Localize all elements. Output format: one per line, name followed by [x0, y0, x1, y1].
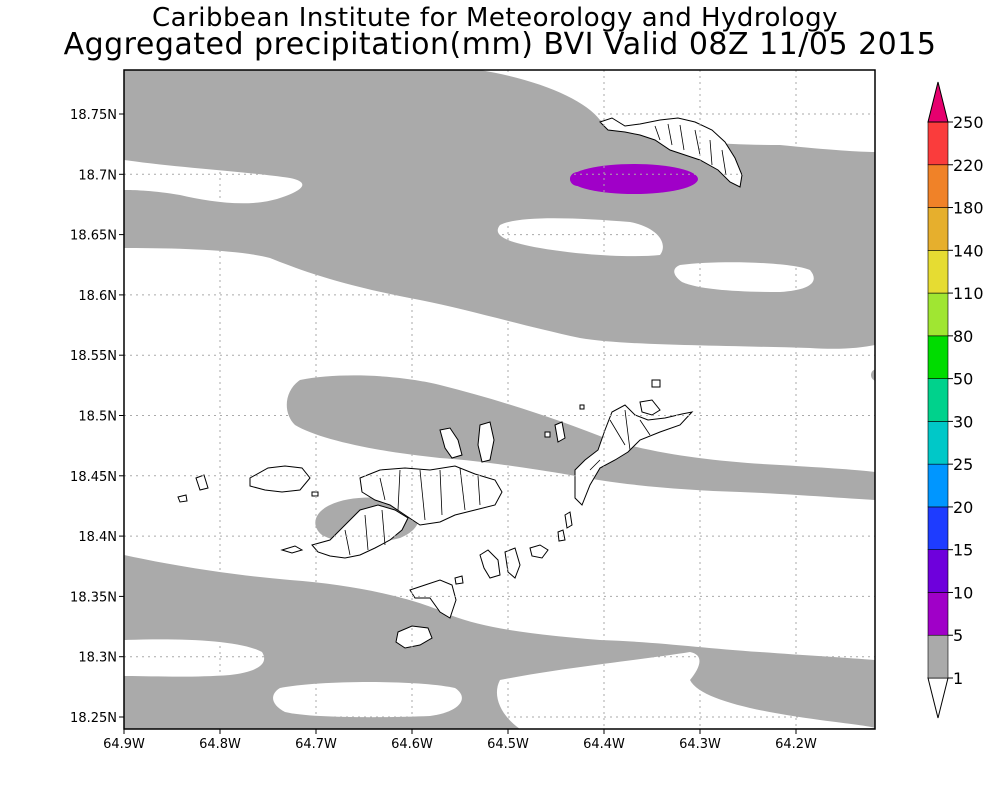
colorbar-max-triangle	[927, 81, 949, 123]
lat-tick-label: 18.55N	[70, 349, 117, 364]
colorbar-label: 220	[953, 156, 984, 175]
lon-tick-label: 64.2W	[775, 737, 817, 752]
colorbar-swatch	[927, 292, 949, 337]
map-subtitle: Aggregated precipitation(mm) BVI Valid 0…	[63, 27, 937, 62]
colorbar-swatch	[927, 121, 949, 166]
lat-tick-label: 18.25N	[70, 711, 117, 726]
lat-tick-label: 18.4N	[78, 530, 117, 545]
lat-tick-label: 18.35N	[70, 590, 117, 605]
colorbar-swatch	[927, 634, 949, 679]
colorbar-label: 250	[953, 113, 984, 132]
longitude-axis: 64.9W 64.8W 64.7W 64.6W 64.5W 64.4W 64.3W 64.2W	[103, 729, 817, 752]
lat-tick-label: 18.3N	[78, 651, 117, 666]
colorbar-label: 25	[953, 455, 973, 474]
island-anegada	[599, 117, 743, 188]
colorbar-label: 180	[953, 199, 984, 218]
clear-area-5	[273, 682, 462, 718]
colorbar-min-triangle	[927, 677, 949, 719]
rain-area-north	[124, 70, 875, 349]
lat-tick-label: 18.5N	[78, 410, 117, 425]
latitude-axis: 18.75N 18.7N 18.65N 18.6N 18.55N 18.5N 18.45N 1…	[70, 108, 124, 726]
colorbar-swatch	[927, 164, 949, 208]
colorbar-swatch	[927, 421, 949, 465]
lat-tick-label: 18.45N	[70, 470, 117, 485]
lon-tick-label: 64.6W	[391, 737, 433, 752]
island-tortola	[359, 465, 503, 526]
colorbar-swatch	[927, 335, 949, 379]
island-st-john	[311, 504, 409, 559]
precipitation-fields	[124, 70, 875, 729]
clear-area-6	[496, 652, 875, 729]
colorbar-swatch	[927, 250, 949, 294]
map-grid	[124, 70, 875, 729]
lat-tick-label: 18.75N	[70, 108, 117, 123]
clear-area-1	[124, 160, 303, 204]
lon-tick-label: 64.3W	[679, 737, 721, 752]
island-guana	[439, 427, 463, 459]
rain-area-middle	[286, 375, 875, 500]
lon-tick-label: 64.9W	[103, 737, 145, 752]
island-great-camanoe	[477, 421, 495, 463]
colorbar-swatch	[927, 506, 949, 550]
lat-tick-label: 18.6N	[78, 289, 117, 304]
lon-tick-label: 64.5W	[487, 737, 529, 752]
clear-area-3	[674, 262, 814, 292]
colorbar-label: 110	[953, 284, 984, 303]
islands	[177, 117, 743, 649]
lon-tick-label: 64.8W	[199, 737, 241, 752]
island-norman	[409, 579, 457, 619]
island-jost-van-dyke	[249, 465, 311, 493]
colorbar-swatch	[927, 549, 949, 593]
colorbar-swatch	[927, 378, 949, 422]
colorbar-label: 80	[953, 327, 973, 346]
clear-area-2	[497, 218, 663, 257]
lat-tick-label: 18.7N	[78, 168, 117, 183]
map-title: Caribbean Institute for Meteorology and …	[152, 3, 838, 33]
colorbar-label: 5	[953, 626, 963, 645]
island-ginger	[504, 547, 521, 579]
colorbar-label: 140	[953, 241, 984, 260]
colorbar-swatch	[927, 592, 949, 636]
colorbar-label: 10	[953, 583, 973, 602]
lon-tick-label: 64.7W	[295, 737, 337, 752]
island-virgin-gorda	[574, 404, 694, 506]
rain-area-5-10mm	[570, 164, 698, 194]
colorbar-swatch	[927, 207, 949, 251]
colorbar-label: 20	[953, 498, 973, 517]
lon-tick-label: 64.4W	[583, 737, 625, 752]
colorbar-swatch	[927, 463, 949, 508]
colorbar-label: 30	[953, 412, 973, 431]
colorbar-label: 50	[953, 370, 973, 389]
colorbar-label: 1	[953, 669, 963, 688]
map-frame	[123, 69, 876, 730]
island-fallen-jerusalem	[529, 544, 549, 559]
clear-area-4	[124, 639, 265, 677]
island-cooper	[479, 549, 501, 579]
colorbar-label: 15	[953, 541, 973, 560]
island-salt	[395, 625, 433, 649]
lat-tick-label: 18.65N	[70, 229, 117, 244]
